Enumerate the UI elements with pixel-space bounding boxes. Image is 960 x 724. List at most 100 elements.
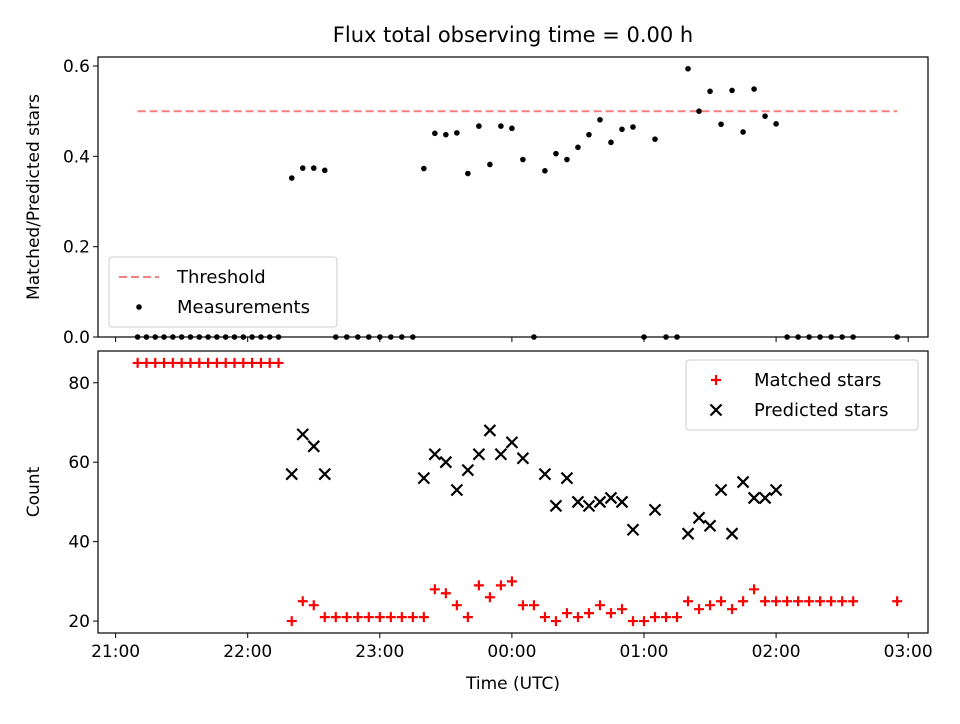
data-point	[773, 121, 779, 127]
data-point	[421, 165, 427, 172]
data-point	[483, 424, 497, 437]
data-point	[296, 428, 310, 441]
y-tick-label: 0.4	[63, 147, 90, 167]
data-point	[560, 471, 574, 485]
data-point	[159, 357, 170, 368]
data-point	[749, 584, 760, 595]
y-tick-label: 0.2	[63, 238, 90, 258]
data-point	[553, 150, 559, 157]
data-point	[550, 616, 561, 627]
data-point	[429, 584, 440, 595]
data-point	[714, 483, 728, 497]
data-point	[454, 130, 460, 136]
data-point	[626, 523, 640, 537]
data-point	[582, 499, 596, 513]
data-point	[528, 600, 539, 611]
data-point	[769, 483, 783, 497]
y-tick-label: 40	[68, 533, 90, 553]
data-point	[638, 616, 649, 627]
data-point	[696, 108, 702, 114]
x-tick-label: 21:00	[91, 642, 140, 662]
data-point	[604, 491, 618, 505]
data-point	[725, 527, 739, 540]
x-tick-label: 03:00	[884, 642, 933, 662]
series-measurements	[134, 65, 900, 340]
data-point	[804, 596, 815, 607]
y-tick-label: 60	[68, 453, 90, 473]
series-matched-stars	[132, 357, 903, 627]
legend-label: Threshold	[176, 267, 266, 288]
data-point	[273, 357, 284, 368]
x-tick-label: 01:00	[619, 642, 668, 662]
data-point	[594, 600, 605, 611]
data-point	[648, 503, 662, 517]
data-point	[407, 612, 418, 623]
data-point	[465, 170, 471, 177]
data-point	[707, 88, 713, 95]
data-point	[286, 616, 297, 627]
data-point	[793, 596, 804, 607]
data-point	[516, 451, 530, 465]
data-point	[615, 495, 629, 509]
data-point	[826, 596, 837, 607]
data-point	[185, 357, 196, 368]
data-point	[461, 463, 475, 477]
data-point	[509, 125, 515, 132]
data-point	[747, 491, 761, 505]
y-tick-label: 0.6	[63, 57, 90, 77]
data-point	[498, 123, 504, 129]
data-point	[363, 612, 374, 623]
x-tick-label: 22:00	[223, 642, 272, 662]
data-point	[650, 612, 661, 623]
chart-title: Flux total observing time = 0.00 h	[333, 23, 693, 47]
data-point	[451, 600, 462, 611]
data-point	[229, 357, 240, 368]
data-point	[762, 113, 768, 119]
data-point	[627, 616, 638, 627]
data-point	[150, 357, 161, 368]
data-point	[440, 588, 451, 599]
data-point	[837, 596, 848, 607]
data-point	[318, 467, 332, 481]
data-point	[703, 519, 717, 533]
data-point	[740, 129, 746, 135]
data-point	[593, 495, 607, 509]
data-point	[586, 131, 592, 138]
data-point	[310, 165, 317, 171]
data-point	[374, 612, 385, 623]
x-axis-label: Time (UTC)	[465, 674, 560, 694]
data-point	[771, 596, 782, 607]
legend-swatch	[136, 304, 142, 310]
data-point	[396, 612, 407, 623]
data-point	[571, 495, 585, 509]
data-point	[308, 600, 319, 611]
data-point	[255, 357, 266, 368]
data-point	[341, 612, 352, 623]
x-tick-label: 02:00	[752, 642, 801, 662]
data-point	[352, 612, 363, 623]
data-point	[141, 357, 152, 368]
data-point	[167, 357, 178, 368]
legend-label: Measurements	[177, 297, 310, 318]
data-point	[630, 124, 636, 130]
data-point	[417, 471, 431, 485]
data-point	[307, 440, 321, 453]
data-point	[443, 131, 449, 138]
data-point	[760, 596, 771, 607]
data-point	[539, 612, 550, 623]
data-point	[572, 612, 583, 623]
data-point	[220, 357, 231, 368]
data-point	[892, 596, 903, 607]
data-point	[815, 596, 826, 607]
legend-swatch	[709, 403, 723, 417]
plot-frame	[97, 350, 929, 634]
y-tick-label: 20	[68, 612, 90, 632]
data-point	[549, 499, 563, 513]
x-tick-label: 23:00	[355, 642, 404, 662]
data-point	[494, 447, 508, 461]
data-point	[672, 612, 683, 623]
data-point	[520, 156, 526, 163]
data-point	[661, 612, 672, 623]
